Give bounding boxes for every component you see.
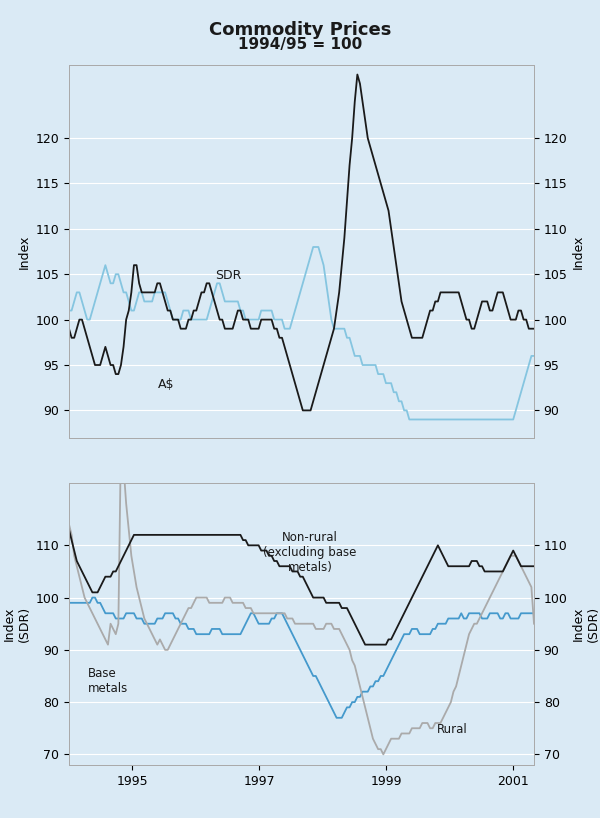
Text: Rural: Rural <box>437 723 467 736</box>
Text: A$: A$ <box>158 378 175 391</box>
Y-axis label: Index: Index <box>572 234 585 269</box>
Y-axis label: Index
(SDR): Index (SDR) <box>3 605 31 642</box>
Y-axis label: Index: Index <box>18 234 31 269</box>
Text: Commodity Prices: Commodity Prices <box>209 21 391 39</box>
Text: 1994/95 = 100: 1994/95 = 100 <box>238 38 362 52</box>
Text: Base
metals: Base metals <box>88 667 128 694</box>
Text: Non-rural
(excluding base
metals): Non-rural (excluding base metals) <box>263 532 357 574</box>
Text: SDR: SDR <box>215 269 241 281</box>
Y-axis label: Index
(SDR): Index (SDR) <box>572 605 600 642</box>
